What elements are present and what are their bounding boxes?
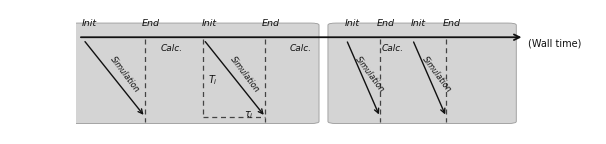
Text: $\tau_i$: $\tau_i$ <box>244 109 253 121</box>
Text: Init: Init <box>202 19 217 28</box>
Text: Simulation: Simulation <box>228 55 261 95</box>
Text: End: End <box>377 19 395 28</box>
Text: End: End <box>443 19 461 28</box>
Text: End: End <box>142 19 159 28</box>
Text: Init: Init <box>411 19 426 28</box>
Text: Init: Init <box>344 19 359 28</box>
Text: (Wall time): (Wall time) <box>528 39 581 49</box>
Text: Simulation: Simulation <box>354 55 387 95</box>
Text: Simulation: Simulation <box>108 55 141 95</box>
Text: Calc.: Calc. <box>289 44 311 53</box>
Text: End: End <box>262 19 280 28</box>
Text: $T_i$: $T_i$ <box>208 74 218 87</box>
FancyBboxPatch shape <box>328 23 516 124</box>
Text: Simulation: Simulation <box>420 55 453 95</box>
Text: Calc.: Calc. <box>382 44 404 53</box>
FancyBboxPatch shape <box>70 23 319 124</box>
Text: Calc.: Calc. <box>161 44 183 53</box>
Text: Init: Init <box>81 19 96 28</box>
